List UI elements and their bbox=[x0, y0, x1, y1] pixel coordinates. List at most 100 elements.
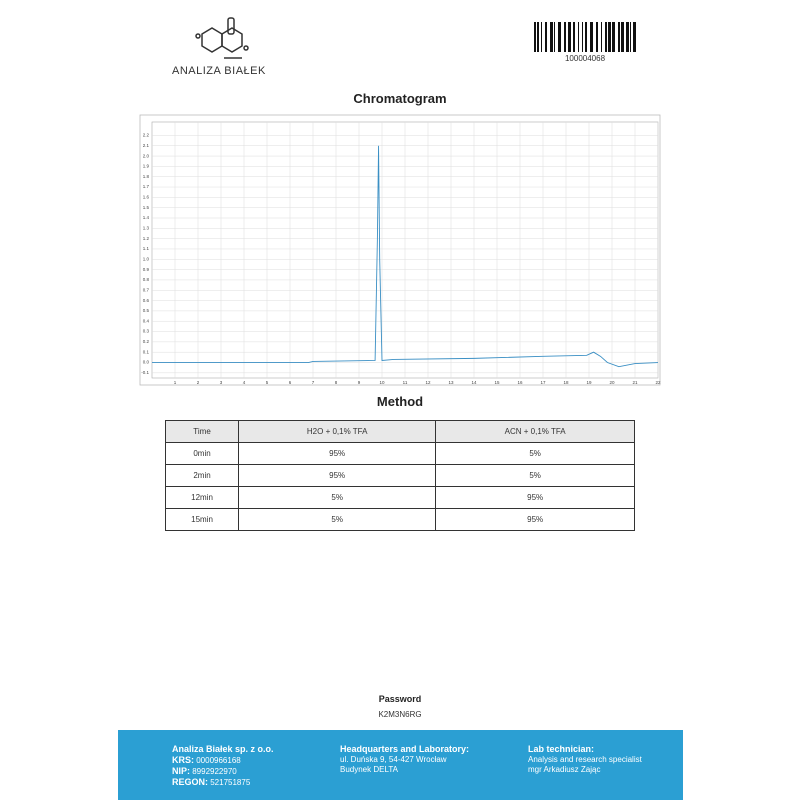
x-tick-label: 2 bbox=[197, 380, 200, 385]
x-tick-label: 1 bbox=[174, 380, 177, 385]
table-cell: 5% bbox=[238, 508, 437, 531]
y-tick-label: 0.5 bbox=[143, 308, 150, 313]
x-tick-label: 3 bbox=[220, 380, 223, 385]
barcode-bar bbox=[633, 22, 636, 52]
barcode-bar bbox=[534, 22, 536, 52]
company-name: Analiza Białek sp. z o.o. bbox=[172, 744, 274, 754]
barcode-number: 100004068 bbox=[564, 54, 606, 63]
barcode-bar bbox=[618, 22, 620, 52]
barcode-bar bbox=[590, 22, 593, 52]
table-cell: 15min bbox=[164, 508, 240, 531]
y-tick-label: 0.3 bbox=[143, 329, 150, 334]
y-tick-label: 1.9 bbox=[143, 164, 150, 169]
y-tick-label: 1.6 bbox=[143, 195, 150, 200]
barcode-bar bbox=[550, 22, 553, 52]
x-tick-label: 5 bbox=[266, 380, 269, 385]
x-tick-label: 22 bbox=[655, 380, 661, 385]
company-line-value: 521751875 bbox=[210, 778, 251, 787]
password-value: K2M3N6RG bbox=[378, 710, 422, 719]
x-tick-label: 16 bbox=[517, 380, 523, 385]
y-tick-label: 2.2 bbox=[143, 133, 150, 138]
method-table: Time H2O + 0,1% TFA ACN + 0,1% TFA 0min 95% 5… bbox=[164, 420, 635, 531]
x-tick-label: 17 bbox=[540, 380, 546, 385]
barcode-bar bbox=[564, 22, 566, 52]
x-tick-label: 10 bbox=[379, 380, 385, 385]
table-cell: 5% bbox=[435, 464, 635, 487]
y-tick-label: 2.0 bbox=[143, 153, 150, 158]
column-header: H2O + 0,1% TFA bbox=[238, 420, 437, 443]
x-tick-label: 7 bbox=[312, 380, 315, 385]
company-line: NIP: 8992922970 bbox=[172, 766, 274, 777]
column-header: Time bbox=[164, 420, 240, 443]
table-header-row: Time H2O + 0,1% TFA ACN + 0,1% TFA bbox=[164, 420, 635, 443]
barcode-bar bbox=[612, 22, 615, 52]
method-title: Method bbox=[376, 394, 424, 409]
x-tick-label: 13 bbox=[448, 380, 454, 385]
x-tick-label: 6 bbox=[289, 380, 292, 385]
x-tick-label: 21 bbox=[632, 380, 638, 385]
company-line-value: 0000966168 bbox=[196, 756, 241, 765]
barcode-bar bbox=[573, 22, 575, 52]
y-tick-label: 1.5 bbox=[143, 205, 150, 210]
chart-title: Chromatogram bbox=[353, 91, 447, 106]
table-cell: 12min bbox=[164, 486, 240, 509]
signal-line bbox=[152, 145, 659, 368]
x-tick-label: 19 bbox=[586, 380, 592, 385]
y-tick-label: 1.1 bbox=[143, 246, 150, 251]
y-tick-label: 1.2 bbox=[143, 236, 150, 241]
technician-line: mgr Arkadiusz Zając bbox=[528, 765, 601, 774]
y-tick-label: 1.3 bbox=[143, 226, 150, 231]
barcode-bar bbox=[626, 22, 629, 52]
y-tick-label: 1.8 bbox=[143, 174, 150, 179]
technician-info: Lab technician: Analysis and research sp… bbox=[528, 744, 642, 775]
barcode-bar bbox=[558, 22, 561, 52]
barcode-bar bbox=[541, 22, 542, 52]
x-tick-label: 18 bbox=[563, 380, 569, 385]
company-line: KRS: 0000966168 bbox=[172, 755, 274, 766]
y-tick-label: 0.9 bbox=[143, 267, 150, 272]
y-tick-label: 0.1 bbox=[143, 349, 150, 354]
barcode-bar bbox=[605, 22, 607, 52]
table-cell: 5% bbox=[238, 486, 437, 509]
headquarters-title: Headquarters and Laboratory: bbox=[340, 744, 470, 754]
y-tick-label: 1.7 bbox=[143, 184, 150, 189]
barcode-bar bbox=[545, 22, 547, 52]
table-cell: 5% bbox=[435, 442, 635, 465]
chart-frame bbox=[139, 114, 661, 386]
barcode-bar bbox=[596, 22, 598, 52]
y-tick-label: 1.0 bbox=[143, 256, 150, 261]
x-tick-label: 9 bbox=[358, 380, 361, 385]
y-tick-label: 0.0 bbox=[143, 360, 150, 365]
y-tick-label: 1.4 bbox=[143, 215, 150, 220]
password-label: Password bbox=[378, 694, 422, 704]
company-line-label: REGON: bbox=[172, 777, 208, 787]
barcode-bar bbox=[582, 22, 583, 52]
x-tick-label: 12 bbox=[425, 380, 431, 385]
y-tick-label: 2.1 bbox=[143, 143, 150, 148]
x-tick-label: 20 bbox=[609, 380, 615, 385]
barcode-bar bbox=[601, 22, 602, 52]
x-tick-label: 15 bbox=[494, 380, 500, 385]
barcode-bar bbox=[568, 22, 571, 52]
footer: Analiza Białek sp. z o.o. KRS: 000096616… bbox=[118, 730, 683, 800]
barcode-bar bbox=[537, 22, 539, 52]
y-tick-label: 0.8 bbox=[143, 277, 150, 282]
table-cell: 0min bbox=[164, 442, 240, 465]
chromatogram: -0.1 0.0 0.1 0.2 0.3 0.4 0.5 0.6 0.7 0.8 0.9 1.0 1.1… bbox=[139, 114, 661, 386]
technician-line: Analysis and research specialist bbox=[528, 755, 642, 764]
barcode-bar bbox=[554, 22, 555, 52]
x-tick-label: 4 bbox=[243, 380, 246, 385]
brand: ANALIZA BIAŁEK bbox=[172, 65, 266, 77]
column-header: ACN + 0,1% TFA bbox=[435, 420, 635, 443]
x-tick-label: 14 bbox=[471, 380, 477, 385]
table-cell: 2min bbox=[164, 464, 240, 487]
company-info: Analiza Białek sp. z o.o. KRS: 000096616… bbox=[172, 744, 274, 788]
table-row: 15min 5% 95% bbox=[164, 508, 635, 531]
x-tick-label: 11 bbox=[403, 380, 408, 385]
company-line: REGON: 521751875 bbox=[172, 777, 274, 788]
table-cell: 95% bbox=[435, 508, 635, 531]
table-row: 2min 95% 5% bbox=[164, 464, 635, 487]
company-line-label: NIP: bbox=[172, 766, 190, 776]
headquarters-line: ul. Duńska 9, 54-427 Wrocław bbox=[340, 755, 447, 764]
